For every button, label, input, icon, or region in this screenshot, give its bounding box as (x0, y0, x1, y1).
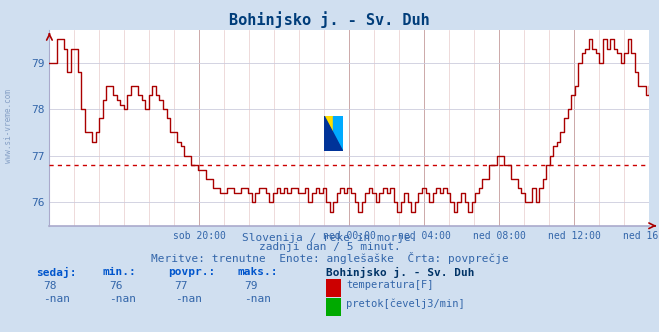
Text: -nan: -nan (43, 294, 70, 304)
Text: www.si-vreme.com: www.si-vreme.com (4, 89, 13, 163)
Text: maks.:: maks.: (237, 267, 277, 277)
Text: povpr.:: povpr.: (168, 267, 215, 277)
Text: 76: 76 (109, 281, 122, 290)
Text: Slovenija / reke in morje.: Slovenija / reke in morje. (242, 233, 417, 243)
Polygon shape (324, 116, 343, 151)
Text: -nan: -nan (175, 294, 202, 304)
Text: sedaj:: sedaj: (36, 267, 76, 278)
Text: pretok[čevelj3/min]: pretok[čevelj3/min] (346, 299, 465, 309)
Text: -nan: -nan (244, 294, 271, 304)
Text: Bohinjsko j. - Sv. Duh: Bohinjsko j. - Sv. Duh (229, 12, 430, 29)
Text: -nan: -nan (109, 294, 136, 304)
Text: Bohinjsko j. - Sv. Duh: Bohinjsko j. - Sv. Duh (326, 267, 474, 278)
Text: min.:: min.: (102, 267, 136, 277)
Text: temperatura[F]: temperatura[F] (346, 280, 434, 290)
Text: 79: 79 (244, 281, 257, 290)
Text: Meritve: trenutne  Enote: anglešaške  Črta: povprečje: Meritve: trenutne Enote: anglešaške Črta… (151, 252, 508, 264)
Text: 78: 78 (43, 281, 56, 290)
Text: 77: 77 (175, 281, 188, 290)
Bar (333, 116, 343, 151)
Text: zadnji dan / 5 minut.: zadnji dan / 5 minut. (258, 242, 401, 252)
Bar (324, 116, 333, 151)
